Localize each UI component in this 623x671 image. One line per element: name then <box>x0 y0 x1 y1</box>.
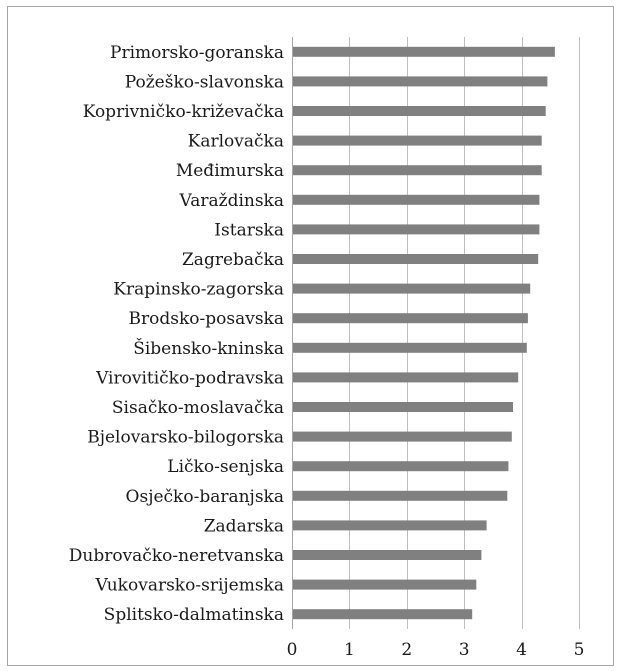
x-tick-label: 2 <box>401 640 412 660</box>
category-label: Šibensko-kninska <box>133 338 284 359</box>
bar <box>293 46 555 57</box>
category-label: Brodsko-posavska <box>129 309 284 329</box>
category-label: Osječko-baranjska <box>126 487 284 507</box>
category-label: Zadarska <box>204 516 284 536</box>
bar <box>293 76 548 87</box>
bar <box>293 490 508 501</box>
category-label: Primorsko-goranska <box>110 43 284 63</box>
category-label: Krapinsko-zagorska <box>113 280 284 300</box>
bar <box>293 313 528 324</box>
x-tick-label: 0 <box>287 640 298 660</box>
bar <box>293 283 531 294</box>
category-label: Koprivničko-križevačka <box>83 102 284 122</box>
chart-frame: Primorsko-goranska Požeško-slavonska Kopri… <box>7 6 614 666</box>
category-label: Međimurska <box>176 161 284 181</box>
category-label: Požeško-slavonska <box>125 72 284 92</box>
bar <box>293 342 527 353</box>
bar <box>293 194 540 205</box>
category-label: Vukovarsko-srijemska <box>95 576 284 596</box>
bar <box>293 224 540 235</box>
x-tick-label: 5 <box>574 640 585 660</box>
category-label: Ličko-senjska <box>167 457 284 477</box>
bar <box>293 106 546 116</box>
bar <box>293 402 513 412</box>
x-tick-label: 4 <box>516 640 527 660</box>
bar <box>293 372 519 383</box>
x-tick-label: 1 <box>344 640 355 660</box>
bar <box>293 520 487 531</box>
category-label: Splitsko-dalmatinska <box>104 605 284 625</box>
category-label: Istarska <box>214 220 284 240</box>
bar <box>293 461 509 472</box>
category-label: Zagrebačka <box>182 250 284 270</box>
bar <box>293 135 542 146</box>
bar <box>293 165 542 176</box>
category-label: Dubrovačko-neretvanska <box>69 546 284 566</box>
bar <box>293 609 473 620</box>
bar <box>293 550 482 560</box>
category-label: Bjelovarsko-bilogorska <box>87 428 284 448</box>
x-tick-label: 3 <box>459 640 470 660</box>
bar-chart: Primorsko-goranska Požeško-slavonska Kopri… <box>69 37 585 660</box>
category-label: Varaždinska <box>179 191 285 211</box>
bar <box>293 254 539 264</box>
category-label: Karlovačka <box>188 132 284 152</box>
category-label: Sisačko-moslavačka <box>112 398 284 418</box>
bar <box>293 579 477 590</box>
bar <box>293 431 512 442</box>
category-label: Virovitičko-podravska <box>95 368 284 388</box>
